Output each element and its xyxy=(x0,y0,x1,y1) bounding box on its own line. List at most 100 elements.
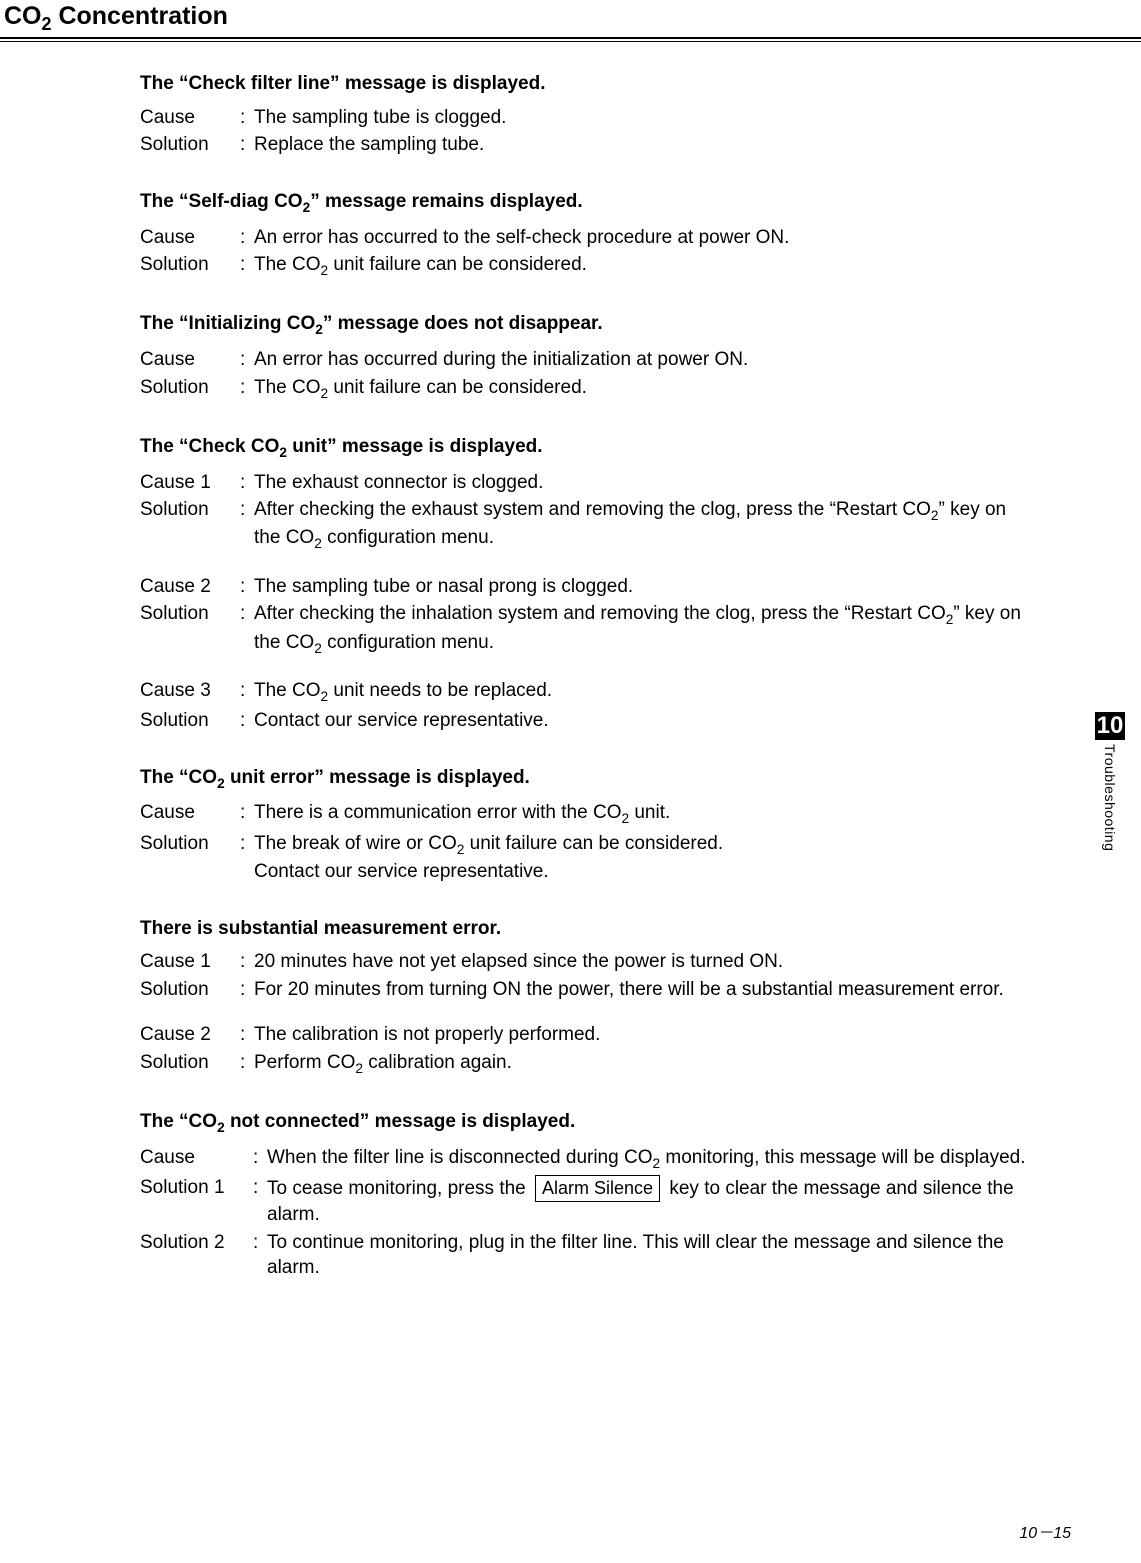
title-rule xyxy=(0,37,1141,42)
definition-row: Cause:There is a communication error wit… xyxy=(140,800,1026,828)
colon: : xyxy=(240,574,254,600)
cause-solution-block: Cause 2:The sampling tube or nasal prong… xyxy=(140,574,1026,658)
colon: : xyxy=(240,800,254,828)
row-text: The break of wire or CO2 unit failure ca… xyxy=(254,831,1026,885)
row-text: The CO2 unit needs to be replaced. xyxy=(254,678,1026,706)
colon: : xyxy=(240,1050,254,1078)
chapter-tab: 10 Troubleshooting xyxy=(1095,712,1125,851)
definition-row: Solution:Contact our service representat… xyxy=(140,708,1026,734)
colon: : xyxy=(240,375,254,403)
cause-solution-block: Cause:An error has occurred during the i… xyxy=(140,347,1026,403)
cause-solution-block: Cause:An error has occurred to the self-… xyxy=(140,225,1026,281)
title-pre: CO xyxy=(4,2,42,30)
chapter-label: Troubleshooting xyxy=(1102,744,1118,851)
row-label: Solution 2 xyxy=(140,1230,253,1281)
row-text: The CO2 unit failure can be considered. xyxy=(254,375,1026,403)
colon: : xyxy=(240,105,254,131)
troubleshoot-section: The “CO2 not connected” message is displ… xyxy=(140,1110,1026,1280)
row-text: An error has occurred to the self-check … xyxy=(254,225,1026,251)
row-text: After checking the inhalation system and… xyxy=(254,601,1026,658)
alarm-silence-key: Alarm Silence xyxy=(535,1175,660,1201)
row-label: Cause xyxy=(140,1145,253,1173)
row-text: After checking the exhaust system and re… xyxy=(254,497,1026,554)
row-text: The CO2 unit failure can be considered. xyxy=(254,252,1026,280)
page-number: 10－15 xyxy=(1019,1519,1071,1543)
colon: : xyxy=(240,225,254,251)
definition-row: Cause:An error has occurred during the i… xyxy=(140,347,1026,373)
row-label: Cause 1 xyxy=(140,949,240,975)
row-label: Cause xyxy=(140,105,240,131)
definition-row: Cause 2:The sampling tube or nasal prong… xyxy=(140,574,1026,600)
row-label: Solution xyxy=(140,252,240,280)
row-text: There is a communication error with the … xyxy=(254,800,1026,828)
colon: : xyxy=(240,1022,254,1048)
title-post: Concentration xyxy=(52,2,228,30)
cause-solution-block: Cause 1:The exhaust connector is clogged… xyxy=(140,470,1026,554)
content-area: The “Check filter line” message is displ… xyxy=(0,72,1141,1281)
row-label: Cause xyxy=(140,800,240,828)
title-sub: 2 xyxy=(42,14,52,34)
cause-solution-block: Cause 3:The CO2 unit needs to be replace… xyxy=(140,678,1026,734)
section-title: The “Initializing CO2” message does not … xyxy=(140,312,1026,339)
troubleshoot-section: The “Initializing CO2” message does not … xyxy=(140,312,1026,402)
row-text: 20 minutes have not yet elapsed since th… xyxy=(254,949,1026,975)
colon: : xyxy=(253,1175,267,1227)
row-label: Solution xyxy=(140,977,240,1003)
cause-solution-block: Cause 2:The calibration is not properly … xyxy=(140,1022,1026,1078)
chapter-number: 10 xyxy=(1095,712,1125,740)
row-label: Solution xyxy=(140,375,240,403)
row-text: Replace the sampling tube. xyxy=(254,132,1026,158)
section-title: The “Check filter line” message is displ… xyxy=(140,72,1026,97)
row-label: Solution xyxy=(140,831,240,885)
colon: : xyxy=(240,347,254,373)
section-title: The “CO2 not connected” message is displ… xyxy=(140,1110,1026,1137)
definition-row: Cause:An error has occurred to the self-… xyxy=(140,225,1026,251)
colon: : xyxy=(240,949,254,975)
troubleshoot-section: The “Check CO2 unit” message is displaye… xyxy=(140,435,1026,734)
colon: : xyxy=(253,1145,267,1173)
section-title: The “CO2 unit error” message is displaye… xyxy=(140,766,1026,793)
colon: : xyxy=(253,1230,267,1281)
row-text: To cease monitoring, press the Alarm Sil… xyxy=(267,1175,1026,1227)
section-title: There is substantial measurement error. xyxy=(140,917,1026,942)
row-label: Solution 1 xyxy=(140,1175,253,1227)
definition-row: Solution 2:To continue monitoring, plug … xyxy=(140,1230,1026,1281)
definition-row: Cause 3:The CO2 unit needs to be replace… xyxy=(140,678,1026,706)
definition-row: Cause 1:The exhaust connector is clogged… xyxy=(140,470,1026,496)
troubleshoot-section: The “Self-diag CO2” message remains disp… xyxy=(140,190,1026,280)
row-label: Cause 1 xyxy=(140,470,240,496)
colon: : xyxy=(240,497,254,554)
definition-row: Cause 1:20 minutes have not yet elapsed … xyxy=(140,949,1026,975)
row-label: Solution xyxy=(140,132,240,158)
colon: : xyxy=(240,678,254,706)
definition-row: Cause 2:The calibration is not properly … xyxy=(140,1022,1026,1048)
definition-row: Solution:Replace the sampling tube. xyxy=(140,132,1026,158)
colon: : xyxy=(240,470,254,496)
colon: : xyxy=(240,252,254,280)
row-text: The exhaust connector is clogged. xyxy=(254,470,1026,496)
colon: : xyxy=(240,831,254,885)
row-text: Contact our service representative. xyxy=(254,708,1026,734)
colon: : xyxy=(240,132,254,158)
row-label: Cause 3 xyxy=(140,678,240,706)
definition-row: Solution:The break of wire or CO2 unit f… xyxy=(140,831,1026,885)
row-text: When the filter line is disconnected dur… xyxy=(267,1145,1026,1173)
definition-row: Solution:The CO2 unit failure can be con… xyxy=(140,252,1026,280)
definition-row: Solution:After checking the exhaust syst… xyxy=(140,497,1026,554)
cause-solution-block: Cause:When the filter line is disconnect… xyxy=(140,1145,1026,1281)
page-title: CO2 Concentration xyxy=(0,2,1141,35)
row-text: An error has occurred during the initial… xyxy=(254,347,1026,373)
definition-row: Solution 1:To cease monitoring, press th… xyxy=(140,1175,1026,1227)
row-label: Cause xyxy=(140,347,240,373)
troubleshoot-section: The “CO2 unit error” message is displaye… xyxy=(140,766,1026,885)
row-text: The calibration is not properly performe… xyxy=(254,1022,1026,1048)
row-label: Solution xyxy=(140,497,240,554)
definition-row: Solution:The CO2 unit failure can be con… xyxy=(140,375,1026,403)
definition-row: Solution:After checking the inhalation s… xyxy=(140,601,1026,658)
definition-row: Cause:When the filter line is disconnect… xyxy=(140,1145,1026,1173)
row-label: Solution xyxy=(140,1050,240,1078)
cause-solution-block: Cause 1:20 minutes have not yet elapsed … xyxy=(140,949,1026,1002)
troubleshoot-section: The “Check filter line” message is displ… xyxy=(140,72,1026,158)
row-label: Cause xyxy=(140,225,240,251)
row-label: Solution xyxy=(140,708,240,734)
